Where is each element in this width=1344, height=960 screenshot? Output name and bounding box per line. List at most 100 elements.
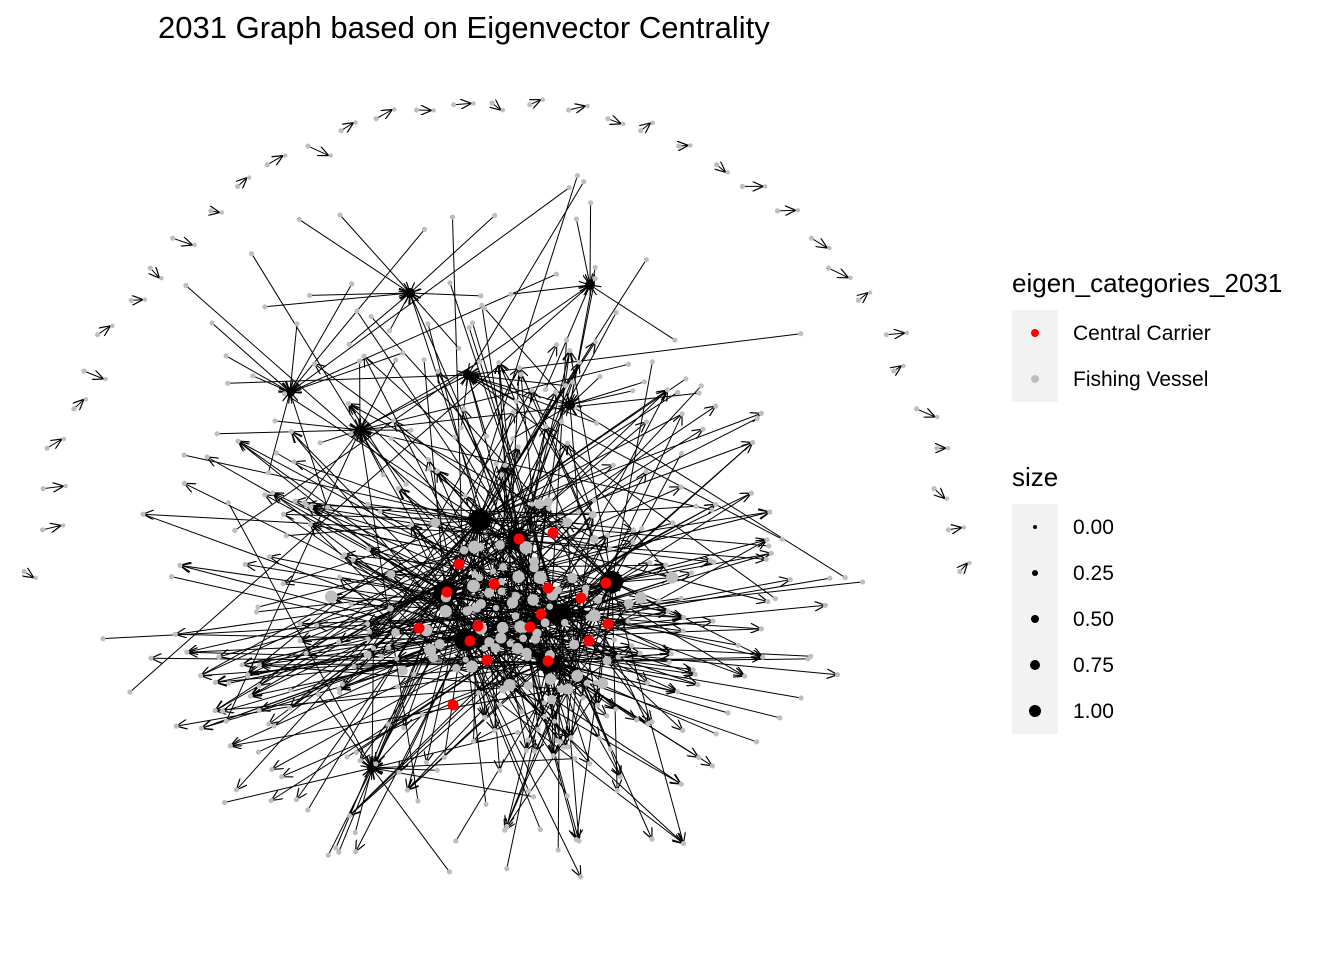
node-500 [511,612,520,620]
node-373 [466,325,472,331]
node-132 [285,387,295,397]
node-238 [678,595,684,601]
node-406 [613,309,619,315]
node-295 [453,838,459,844]
node-20 [543,386,549,392]
color-legend-title: eigen_categories_2031 [1012,268,1283,298]
edge-238 [290,187,570,392]
edge-541 [468,375,566,387]
node-111 [883,332,890,338]
node-389 [683,376,689,382]
node-317 [292,498,298,504]
edge-422 [505,688,562,830]
node-222 [434,468,440,474]
color-key-fishing-box [1012,356,1058,402]
node-397 [581,179,587,185]
node-160 [681,614,687,621]
node-259 [663,562,669,568]
node-453 [503,679,516,692]
edge-383 [509,684,545,716]
node-163 [645,721,651,727]
node-450 [557,684,566,694]
size-key-dot-0 [1033,525,1037,529]
node-59 [71,406,77,412]
edge-527 [304,430,360,504]
node-494 [495,540,505,550]
edge-289 [484,307,571,405]
node-16 [408,427,414,433]
node-274 [365,546,372,552]
node-29 [262,304,268,310]
node-5 [294,321,300,327]
node-199 [591,497,597,503]
node-207 [604,532,611,538]
node-192 [435,368,441,375]
node-156 [763,556,769,562]
node-486 [544,673,557,685]
node-88 [500,108,506,113]
node-465 [527,594,539,606]
network-graph [21,97,972,880]
node-346 [266,554,272,560]
node-458 [583,679,591,687]
central-carrier-key-dot [1031,329,1039,337]
node-522 [441,586,453,598]
node-221 [391,418,397,424]
edge-514 [225,355,290,392]
edge-540 [410,293,460,349]
node-252 [515,444,521,450]
node-53 [39,527,46,533]
node-25 [387,328,393,334]
node-491 [593,595,602,604]
edge-341 [367,390,532,655]
node-381 [225,380,231,386]
node-96 [650,120,655,126]
edge-578 [453,103,472,104]
node-54 [61,523,66,528]
node-469 [484,587,495,598]
node-150 [140,511,146,517]
edge-252 [372,768,534,798]
node-257 [281,391,288,397]
edge-515 [290,323,298,392]
node-281 [754,739,760,745]
node-50 [370,645,376,651]
size-key-box-3 [1012,642,1058,688]
node-213 [245,673,251,679]
edge-537 [298,218,410,293]
node-364 [696,754,702,761]
edge-226 [464,639,695,674]
node-14 [357,358,363,364]
node-249 [568,735,574,741]
edge-295 [536,443,753,634]
node-368 [567,348,573,354]
edge-353 [607,657,763,661]
edge-258 [468,181,585,375]
node-157 [212,679,219,686]
edge-347 [350,638,536,816]
edge-519 [217,430,360,434]
node-359 [262,492,268,498]
edge-291 [215,503,540,711]
node-97 [676,143,682,149]
node-143 [273,450,279,456]
edge-530 [545,285,590,390]
node-183 [256,662,262,668]
node-297 [647,560,653,566]
edge-532 [590,202,591,285]
node-166 [216,654,222,660]
node-44 [325,852,331,858]
node-67 [147,265,153,271]
edge-406 [390,573,683,843]
node-164 [256,683,262,689]
edge-503 [495,562,534,609]
node-217 [542,713,548,720]
edge-23 [612,492,752,582]
node-261 [504,823,510,830]
node-390 [675,389,681,395]
node-15 [317,440,323,446]
node-413 [127,689,133,695]
node-151 [639,525,645,532]
node-312 [688,570,694,576]
edge-166 [363,355,612,582]
